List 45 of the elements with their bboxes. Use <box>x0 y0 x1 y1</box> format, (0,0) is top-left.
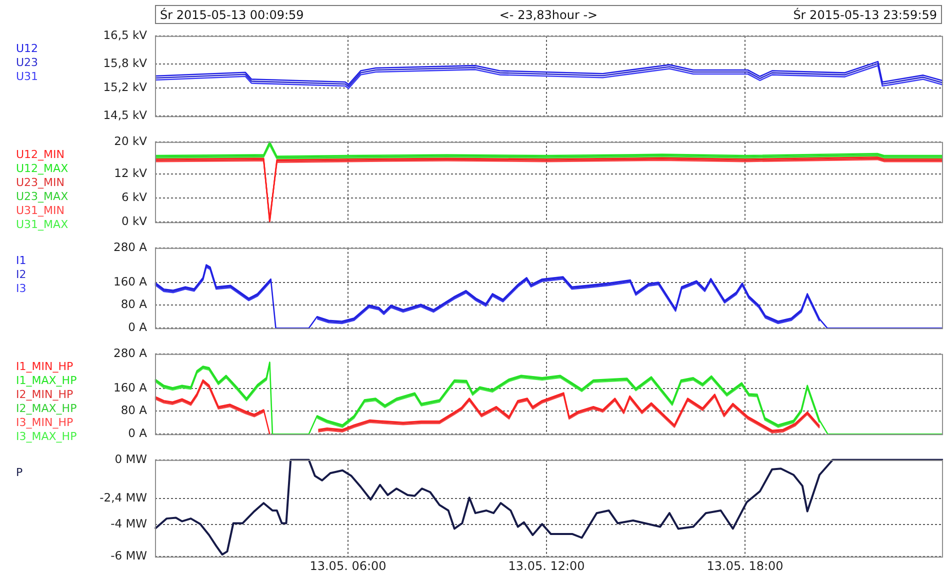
text: I2_MAX_HP <box>16 402 77 416</box>
y-tick-label: 14,5 kV <box>103 108 148 122</box>
text: I3 <box>16 282 26 296</box>
y-tick-label: 0 A <box>128 426 148 440</box>
y-tick-label: -6 MW <box>110 548 147 563</box>
text: I1_MIN_HP <box>16 360 74 374</box>
y-tick-label: -4 MW <box>110 516 147 530</box>
text: I3_MIN_HP <box>16 416 74 430</box>
text: U12_MIN <box>16 148 66 162</box>
y-tick-label: 0 A <box>128 320 148 334</box>
y-tick-label: 20 kV <box>114 134 148 148</box>
y-tick-label: 0 kV <box>122 214 148 228</box>
text: U23_MAX <box>16 190 68 204</box>
text: U12_MAX <box>16 162 68 176</box>
text: U23_MIN <box>16 176 66 190</box>
y-tick-label: 0 MW <box>114 452 147 466</box>
y-tick-label: -2,4 MW <box>100 490 147 505</box>
y-tick-label: 15,2 kV <box>103 80 148 94</box>
text: I1_MAX_HP <box>16 374 77 388</box>
text: U23 <box>16 56 38 70</box>
y-tick-label: 15,8 kV <box>103 56 148 70</box>
text: U31_MIN <box>16 204 66 218</box>
y-tick-label: 280 A <box>114 240 148 254</box>
text: I2 <box>16 268 26 282</box>
y-tick-label: 280 A <box>114 346 148 360</box>
text: I1 <box>16 254 26 268</box>
y-tick-label: 80 A <box>120 297 148 312</box>
text: Śr 2015-05-13 23:59:59 <box>793 8 937 22</box>
text: U31 <box>16 70 38 84</box>
x-tick-label: 13.05. 18:00 <box>706 558 784 573</box>
y-tick-label: 12 kV <box>114 166 148 180</box>
text: <- 23,83hour -> <box>499 8 598 22</box>
x-tick-label: 13.05. 12:00 <box>508 558 585 573</box>
text: U31_MAX <box>16 218 68 232</box>
y-tick-label: 16,5 kV <box>103 28 148 42</box>
text: U12 <box>16 42 38 56</box>
y-tick-label: 160 A <box>114 380 148 394</box>
x-tick-label: 13.05. 06:00 <box>310 558 386 573</box>
text: P <box>16 466 23 480</box>
text: Śr 2015-05-13 00:09:59 <box>160 8 304 22</box>
y-tick-label: 160 A <box>114 274 148 288</box>
text: I3_MAX_HP <box>16 430 77 444</box>
text: I2_MIN_HP <box>16 388 74 402</box>
y-tick-label: 80 A <box>120 403 148 418</box>
y-tick-label: 6 kV <box>122 190 148 204</box>
